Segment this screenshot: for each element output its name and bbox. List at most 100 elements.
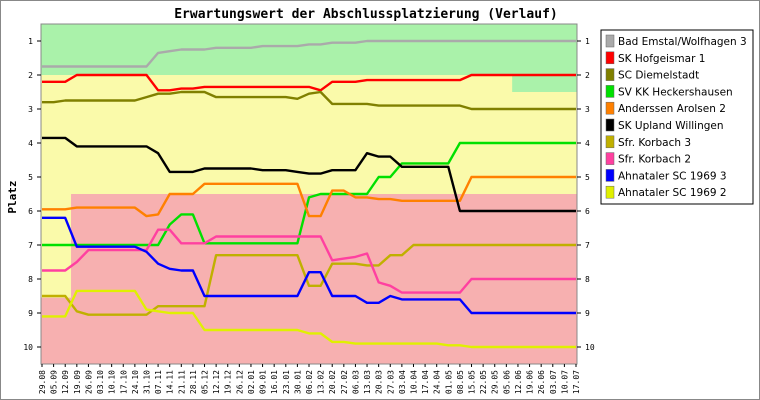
x-tick-label: 13.02 (317, 370, 326, 394)
series-line-8 (42, 228, 576, 294)
x-tick-label: 26.06 (537, 370, 546, 394)
legend-label: Anderssen Arolsen 2 (618, 103, 726, 115)
x-tick-label: 24.04 (433, 370, 442, 394)
x-tick-label: 12.12 (212, 370, 221, 394)
y-tick-label-left: 4 (28, 139, 33, 148)
legend-label: Ahnataler SC 1969 3 (618, 170, 727, 182)
y-tick-label-left: 2 (28, 71, 33, 80)
x-tick-label: 19.06 (526, 370, 535, 394)
y-ticks-right: 1 2 3 4 5 6 7 8 9 10 (577, 37, 595, 352)
series-line-6 (42, 136, 576, 213)
x-tick-label: 27.02 (340, 370, 349, 394)
x-tick-label: 02.01 (247, 370, 256, 394)
legend-label: SK Hofgeismar 1 (618, 53, 705, 65)
series-line-3 (42, 90, 576, 111)
y-ticks-left: 1 2 3 4 5 6 7 8 9 10 (23, 37, 41, 352)
y-tick-label-right: 3 (585, 105, 590, 114)
legend-label: SK Upland Willingen (618, 120, 724, 132)
y-tick-label-left: 1 (28, 37, 33, 46)
y-tick-label-left: 10 (23, 343, 33, 352)
legend-label: Bad Emstal/Wolfhagen 3 (618, 36, 747, 48)
series-line-2 (42, 73, 576, 92)
legend-swatch (605, 51, 615, 65)
y-tick-label-left: 7 (28, 241, 33, 250)
x-tick-label: 09.01 (259, 370, 268, 394)
series-line-4 (42, 141, 576, 247)
x-tick-label: 14.11 (166, 370, 175, 394)
x-tick-label: 26.09 (84, 370, 93, 394)
x-ticks: 29.08 05.09 12.09 19.09 26.09 03.10 10.10 17.10… (38, 364, 581, 394)
y-tick-label-right: 6 (585, 207, 590, 216)
x-tick-label: 06.02 (305, 370, 314, 394)
legend-swatch (605, 135, 615, 149)
x-tick-label: 16.01 (270, 370, 279, 394)
x-tick-label: 24.10 (131, 370, 140, 394)
y-tick-label-left: 8 (28, 275, 33, 284)
y-tick-label-right: 5 (585, 173, 590, 182)
y-tick-label-right: 10 (585, 343, 595, 352)
y-tick-label-right: 7 (585, 241, 590, 250)
series-line-5 (42, 175, 576, 218)
x-tick-label: 12.06 (514, 370, 523, 394)
x-tick-label: 10.07 (560, 370, 569, 394)
y-tick-label-right: 2 (585, 71, 590, 80)
x-tick-label: 17.07 (572, 370, 581, 394)
x-tick-label: 03.04 (398, 370, 407, 394)
x-tick-label: 07.11 (154, 370, 163, 394)
x-tick-label: 05.12 (201, 370, 210, 394)
x-tick-label: 22.05 (479, 370, 488, 394)
legend-swatch (605, 34, 615, 48)
x-tick-label: 03.10 (96, 370, 105, 394)
x-tick-label: 19.09 (73, 370, 82, 394)
x-tick-label: 17.04 (421, 370, 430, 394)
x-tick-label: 03.07 (549, 370, 558, 394)
legend-label: SV KK Heckershausen (618, 86, 733, 98)
legend-swatch (605, 85, 615, 98)
x-tick-label: 06.03 (351, 370, 360, 394)
x-tick-label: 27.03 (386, 370, 395, 394)
y-axis-label: Platz (6, 180, 19, 213)
legend-label: SC Diemelstadt (618, 70, 699, 82)
x-tick-label: 12.09 (61, 370, 70, 394)
legend-box (600, 29, 754, 205)
y-tick-label-left: 5 (28, 173, 33, 182)
x-tick-label: 30.01 (293, 370, 302, 394)
y-tick-label-right: 9 (585, 309, 590, 318)
legend: Bad Emstal/Wolfhagen 3 SK Hofgeismar 1 SC … (600, 29, 754, 205)
series-line-1 (42, 39, 576, 68)
y-tick-label-right: 1 (585, 37, 590, 46)
series-line-10 (42, 289, 576, 349)
x-tick-label: 10.04 (410, 370, 419, 394)
x-tick-label: 10.10 (108, 370, 117, 394)
x-tick-label: 23.01 (282, 370, 291, 394)
x-tick-label: 08.05 (456, 370, 465, 394)
x-tick-label: 17.10 (119, 370, 128, 394)
x-tick-label: 28.11 (189, 370, 198, 394)
series-line-7 (42, 243, 576, 316)
y-tick-label-left: 3 (28, 105, 33, 114)
x-tick-label: 21.11 (177, 370, 186, 394)
x-tick-label: 26.12 (235, 370, 244, 394)
chart-title: Erwartungswert der Abschlussplatzierung … (174, 7, 558, 22)
x-tick-label: 13.03 (363, 370, 372, 394)
y-tick-label-right: 8 (585, 275, 590, 284)
x-tick-label: 05.06 (502, 370, 511, 394)
x-tick-label: 01.05 (444, 370, 453, 394)
x-tick-label: 05.09 (50, 370, 59, 394)
legend-label: Sfr. Korbach 3 (618, 137, 691, 149)
y-tick-label-left: 6 (28, 207, 33, 216)
legend-swatch (605, 152, 615, 165)
series-line-9 (42, 216, 576, 315)
x-tick-label: 31.10 (143, 370, 152, 394)
legend-label: Sfr. Korbach 2 (618, 154, 691, 166)
legend-swatch (605, 185, 615, 199)
x-tick-label: 15.05 (468, 370, 477, 394)
legend-swatch (605, 68, 615, 81)
x-tick-label: 20.03 (375, 370, 384, 394)
legend-swatch (605, 101, 615, 115)
x-tick-label: 29.08 (38, 370, 47, 394)
x-tick-label: 29.05 (491, 370, 500, 394)
legend-label: Ahnataler SC 1969 2 (618, 187, 727, 199)
